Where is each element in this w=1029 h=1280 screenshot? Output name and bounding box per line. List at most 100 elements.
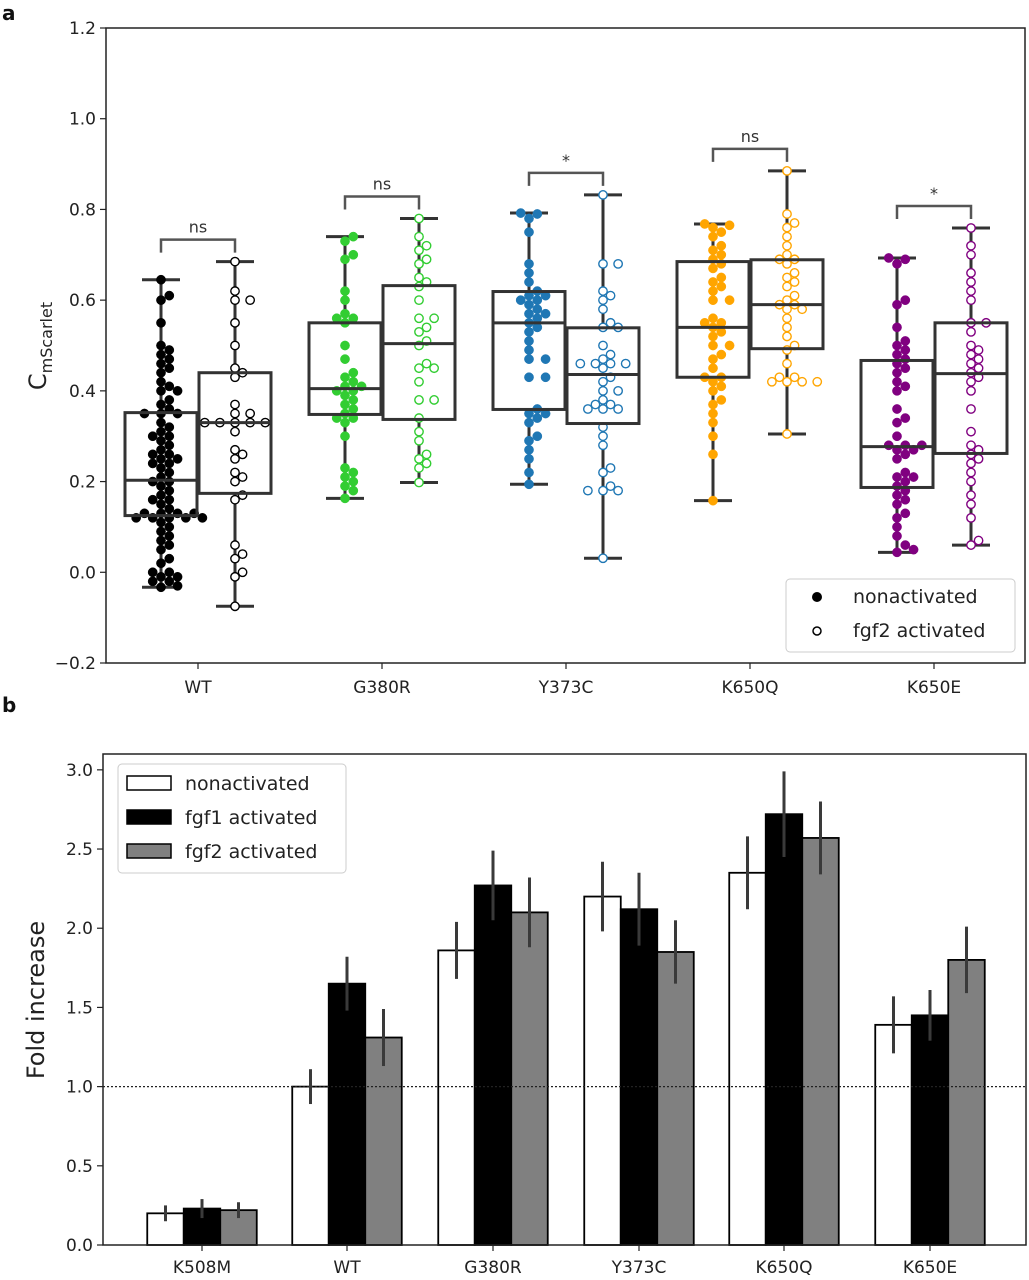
data-point [708,431,718,442]
x-tick-label: G380R [353,678,411,698]
data-point [966,340,976,351]
data-point [966,240,976,251]
legend-box [117,763,347,874]
data-point [782,272,792,283]
data-point [892,299,902,310]
legend-label-fgf2: fgf2 activated [185,841,317,863]
box-iqr [859,358,935,489]
data-point [789,372,800,383]
data-point [245,408,256,419]
data-point [156,582,166,593]
data-point [421,358,432,369]
data-point [340,493,350,504]
data-point [900,449,911,460]
data-point [156,435,166,446]
data-point [348,376,359,387]
data-point [524,435,534,446]
significance-label: * [562,151,570,170]
data-point [164,522,175,532]
data-point [230,540,240,550]
data-point [147,458,158,469]
data-point [708,295,718,305]
data-point [598,440,608,451]
data-point [797,376,808,387]
data-point [966,467,976,478]
data-point [230,571,240,582]
data-point [605,290,616,301]
data-point [524,213,534,224]
box-fgf2-WT [197,256,273,612]
data-point [340,481,350,491]
legend-swatch-nonactivated [126,775,172,791]
data-point [230,426,240,437]
data-point [414,363,424,374]
data-point [766,376,777,387]
data-point [966,286,976,296]
data-point [598,431,608,442]
data-point [782,240,792,251]
bar-nonactivated-G380R [437,949,476,1246]
data-point [892,547,902,558]
bracket-line [527,171,605,186]
data-point [598,304,608,315]
data-point [605,481,616,492]
data-point [598,376,608,387]
y-tick-label: 0.4 [69,382,96,402]
data-point [230,467,240,478]
data-point [900,345,911,355]
data-point [164,567,175,578]
significance-bracket: ns [711,127,789,162]
data-point [348,467,359,478]
data-point [156,358,166,369]
data-point [575,358,586,369]
data-point [708,495,718,506]
data-point [605,317,616,328]
data-point [421,254,432,265]
data-point [237,472,248,482]
data-point [414,453,424,464]
data-point [414,376,424,387]
bracket-line [895,204,973,220]
data-point [156,526,166,537]
panel-b-legend: nonactivated fgf1 activated fgf2 activat… [117,763,347,874]
data-point [164,485,175,496]
data-point [892,386,902,396]
data-point [340,254,350,265]
y-tick-label: 0.0 [66,1236,93,1256]
data-point [966,268,976,278]
data-point [414,295,424,306]
bar-nonactivated-K650E [874,1023,913,1246]
data-point [699,219,710,229]
data-point [892,513,902,523]
data-point [421,322,432,333]
data-point [340,399,350,410]
significance-bracket: * [527,151,605,186]
data-point [774,372,785,383]
data-point [716,227,727,237]
data-point [164,531,175,541]
data-point [524,227,534,237]
data-point [724,340,735,351]
y-tick-label: 2.0 [66,919,93,939]
data-point [245,295,256,306]
y-tick-label: 1.0 [66,1078,93,1098]
data-point [156,463,166,473]
bar-fgf1-activated-Y373C [619,908,659,1246]
data-point [147,494,158,505]
data-point [708,222,718,233]
data-point [789,290,800,301]
y-tick-label: −0.2 [55,654,96,674]
data-point [613,258,624,269]
data-point [892,417,902,428]
data-point [892,431,902,442]
data-point [966,223,976,233]
data-point [908,472,919,482]
data-point [892,490,902,501]
box-iqr [675,260,751,379]
data-point [966,476,976,487]
data-point [782,322,792,333]
data-point [164,440,175,451]
data-point [348,249,359,260]
data-point [782,429,792,439]
data-point [230,399,240,410]
